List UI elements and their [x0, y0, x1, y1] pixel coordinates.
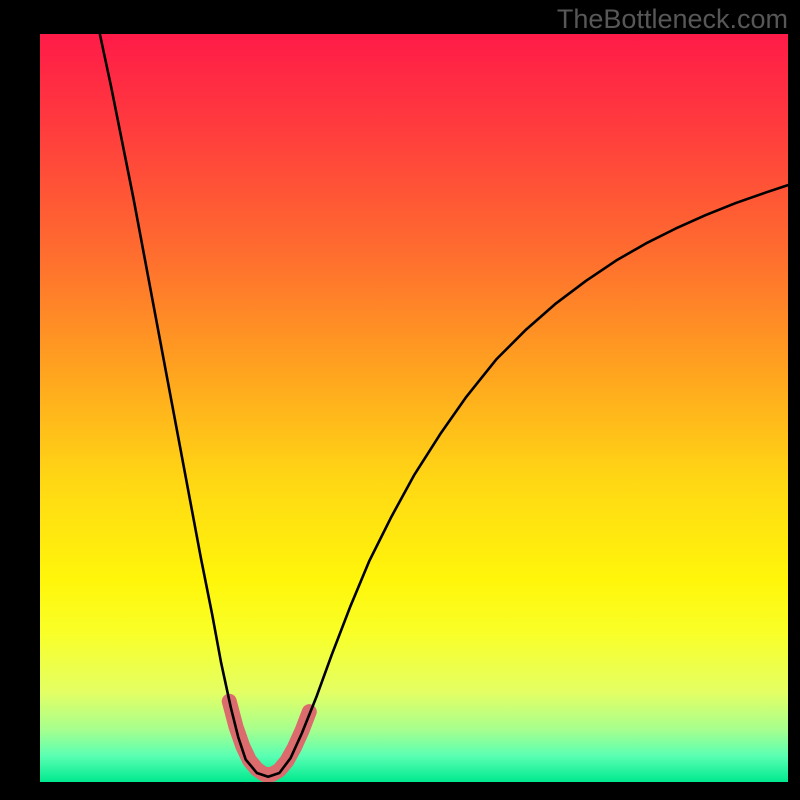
watermark-text: TheBottleneck.com	[557, 4, 788, 35]
bottleneck-curve-chart	[40, 34, 788, 782]
chart-frame: TheBottleneck.com	[0, 0, 800, 800]
plot-area	[40, 34, 788, 782]
gradient-background	[40, 34, 788, 782]
